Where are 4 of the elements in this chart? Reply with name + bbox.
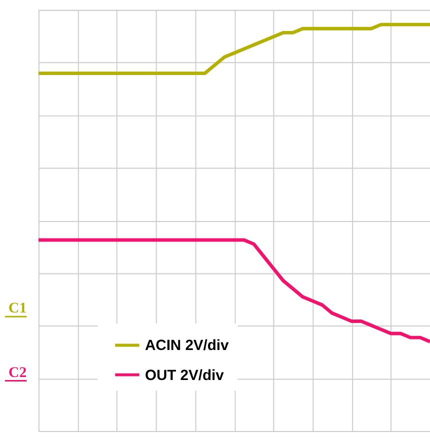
text: C2 [8,364,27,381]
legend-label: ACIN 2V/div [144,338,230,354]
text: C1 [8,300,27,317]
legend-label: OUT 2V/div [144,368,225,384]
